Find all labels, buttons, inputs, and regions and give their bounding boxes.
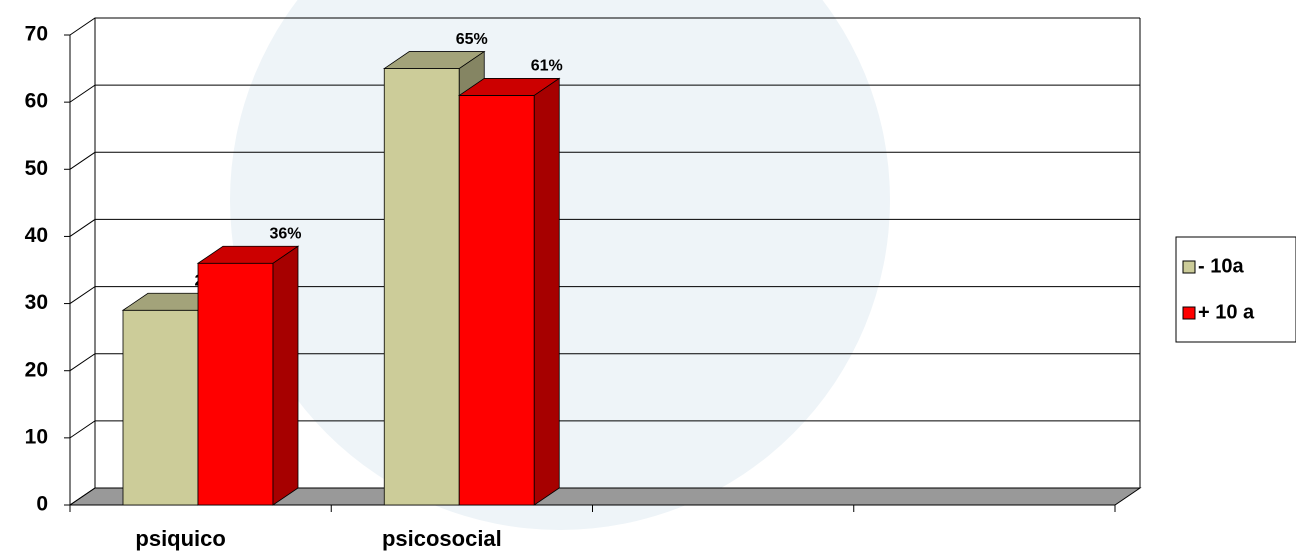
bar-side <box>533 77 560 506</box>
y-tick-label: 0 <box>36 493 48 516</box>
y-tick-label: 70 <box>25 23 48 46</box>
data-label: 65% <box>456 31 488 48</box>
y-tick-label: 10 <box>25 425 48 448</box>
bar-front <box>122 309 199 506</box>
y-tick-label: 40 <box>25 224 48 247</box>
grid-line <box>69 487 1140 506</box>
data-label: 61% <box>531 58 563 75</box>
grid-line <box>69 420 1140 439</box>
grid-line <box>69 151 1140 170</box>
grid-line <box>69 84 1140 103</box>
data-label: 36% <box>269 226 301 243</box>
x-tick-label: psicosocial <box>382 526 502 551</box>
bar-front <box>458 95 535 506</box>
grid-line <box>69 17 1140 36</box>
y-tick-label: 20 <box>25 358 48 381</box>
grid-line <box>69 218 1140 237</box>
legend-label: - 10a <box>1198 255 1244 277</box>
legend-box <box>1175 236 1296 343</box>
y-tick-label: 60 <box>25 90 48 113</box>
legend-label: + 10 a <box>1198 301 1255 323</box>
bar-side <box>272 245 299 506</box>
x-tick-label: psiquico <box>135 526 225 551</box>
y-tick-label: 50 <box>25 157 48 180</box>
bar-front <box>197 262 274 506</box>
legend-swatch <box>1182 306 1196 320</box>
bar-front <box>383 68 460 506</box>
grid-line <box>69 286 1140 304</box>
grid-line <box>69 353 1140 372</box>
y-tick-label: 30 <box>25 291 48 314</box>
legend-swatch <box>1182 260 1196 274</box>
